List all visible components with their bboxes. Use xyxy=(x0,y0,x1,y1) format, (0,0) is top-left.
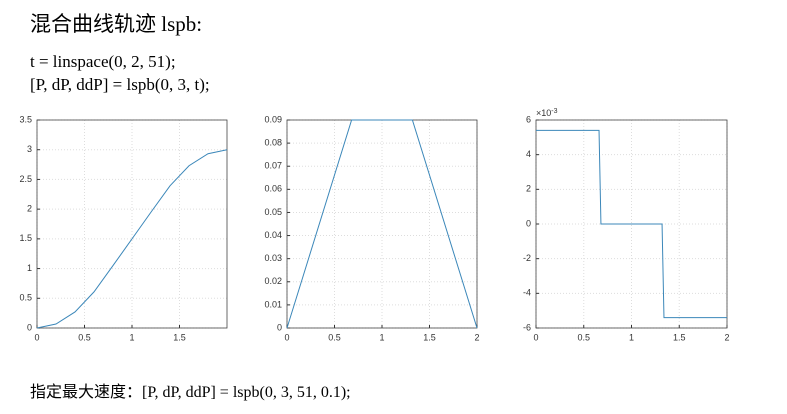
x-tick-label: 0 xyxy=(34,332,39,342)
y-tick-label: 0.06 xyxy=(264,184,282,194)
y-tick-label: -2 xyxy=(523,253,531,263)
y-tick-label: 0.08 xyxy=(264,137,282,147)
x-tick-label: 2 xyxy=(724,332,729,342)
data-line xyxy=(286,119,478,329)
code-line: [P, dP, ddP] = lspb(0, 3, t); xyxy=(30,75,210,94)
x-tick-label: 1.5 xyxy=(173,332,186,342)
y-tick-label: 0.07 xyxy=(264,161,282,171)
x-tick-label: 1.5 xyxy=(423,332,436,342)
x-tick-label: 1 xyxy=(379,332,384,342)
y-tick-label: 0.5 xyxy=(19,293,32,303)
y-tick-label: 2 xyxy=(27,204,32,214)
y-tick-label: 6 xyxy=(526,114,531,124)
plot-frame xyxy=(36,119,228,329)
y-tick-label: 3 xyxy=(27,144,32,154)
exponent: -3 xyxy=(551,108,557,115)
y-tick-label: 0.04 xyxy=(264,230,282,240)
exponent-base: ×10 xyxy=(536,108,551,118)
y-tick-label: -4 xyxy=(523,288,531,298)
title: 混合曲线轨迹 lspb: xyxy=(30,12,203,36)
footer-text: 指定最大速度：[P, dP, ddP] = lspb(0, 3, 51, 0.1… xyxy=(30,384,351,401)
y-tick-label: 0.09 xyxy=(264,114,282,124)
y-tick-label: 4 xyxy=(526,149,531,159)
x-tick-label: 0 xyxy=(284,332,289,342)
y-tick-label: 1.5 xyxy=(19,233,32,243)
y-tick-label: 2 xyxy=(526,184,531,194)
y-tick-label: 0 xyxy=(526,218,531,228)
y-tick-label: 3.5 xyxy=(19,114,32,124)
x-tick-label: 2 xyxy=(474,332,479,342)
y-tick-label: 0 xyxy=(27,322,32,332)
y-tick-label: 0 xyxy=(277,322,282,332)
plot-area xyxy=(287,120,477,328)
x-tick-label: 1 xyxy=(629,332,634,342)
y-tick-label: 0.03 xyxy=(264,253,282,263)
code-line: t = linspace(0, 2, 51); xyxy=(30,52,176,71)
x-tick-label: 1 xyxy=(129,332,134,342)
x-tick-label: 0.5 xyxy=(328,332,341,342)
x-tick-label: 1.5 xyxy=(673,332,686,342)
x-tick-label: 0 xyxy=(533,332,538,342)
y-tick-label: -6 xyxy=(523,322,531,332)
axis-exponent: ×10-3 xyxy=(536,108,558,119)
plot-area xyxy=(37,120,227,328)
y-tick-label: 0.02 xyxy=(264,276,282,286)
plot-frame xyxy=(535,119,728,329)
x-tick-label: 0.5 xyxy=(577,332,590,342)
y-tick-label: 1 xyxy=(27,263,32,273)
y-tick-label: 0.01 xyxy=(264,299,282,309)
y-tick-label: 2.5 xyxy=(19,174,32,184)
y-tick-label: 0.05 xyxy=(264,207,282,217)
x-tick-label: 0.5 xyxy=(78,332,91,342)
data-line xyxy=(36,149,228,329)
data-line xyxy=(536,129,727,319)
